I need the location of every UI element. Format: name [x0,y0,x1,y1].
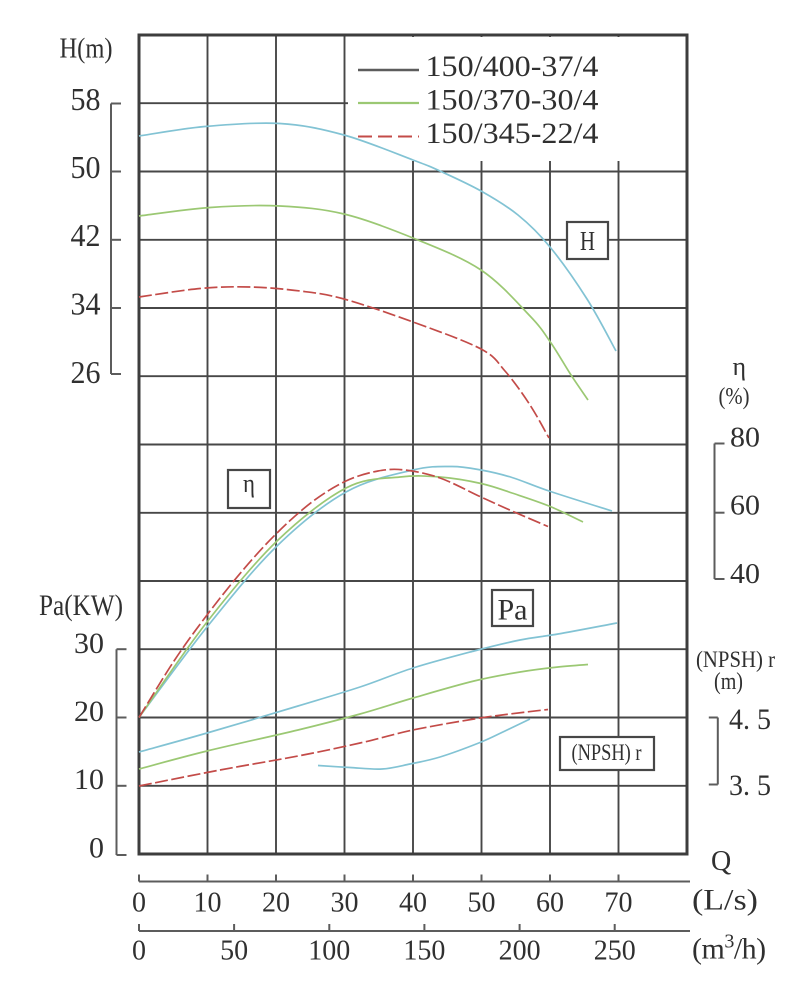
svg-text:0: 0 [132,936,146,967]
svg-text:0: 0 [89,832,104,865]
svg-text:70: 70 [605,888,633,919]
svg-text:50: 50 [71,149,101,185]
svg-text:80: 80 [730,422,760,453]
svg-text:H(m): H(m) [60,33,113,65]
svg-text:150/400-37/4: 150/400-37/4 [426,50,599,83]
svg-text:60: 60 [730,491,760,522]
svg-text:150/345-22/4: 150/345-22/4 [426,117,599,150]
svg-text:η: η [733,352,747,381]
svg-text:0: 0 [132,888,146,919]
svg-text:H: H [580,226,595,256]
svg-text:200: 200 [499,936,541,967]
svg-text:30: 30 [74,627,104,660]
svg-text:60: 60 [536,888,564,919]
svg-text:(m3/h): (m3/h) [692,931,766,966]
svg-text:34: 34 [71,286,101,322]
svg-text:250: 250 [594,936,636,967]
svg-text:η: η [243,469,255,498]
svg-text:(%): (%) [719,384,750,410]
svg-text:40: 40 [399,888,427,919]
svg-text:(NPSH) r: (NPSH) r [572,740,642,765]
svg-text:150/370-30/4: 150/370-30/4 [426,84,599,117]
svg-text:20: 20 [74,695,104,728]
svg-text:42: 42 [71,217,101,253]
svg-text:(m): (m) [714,669,743,695]
svg-text:(L/s): (L/s) [692,884,758,917]
svg-text:150: 150 [403,936,445,967]
svg-text:(NPSH) r: (NPSH) r [696,647,775,672]
svg-text:10: 10 [74,763,104,796]
svg-text:40: 40 [730,559,760,590]
svg-text:10: 10 [194,888,222,919]
svg-text:20: 20 [262,888,290,919]
svg-text:Q: Q [711,846,731,877]
svg-text:4. 5: 4. 5 [729,703,771,736]
svg-text:30: 30 [331,888,359,919]
svg-text:Pa(KW): Pa(KW) [39,589,123,622]
svg-text:50: 50 [220,936,248,967]
svg-text:26: 26 [71,354,101,390]
svg-text:100: 100 [308,936,350,967]
svg-text:50: 50 [468,888,496,919]
svg-text:3. 5: 3. 5 [729,769,771,802]
svg-text:58: 58 [71,81,101,117]
svg-text:Pa: Pa [498,594,528,627]
